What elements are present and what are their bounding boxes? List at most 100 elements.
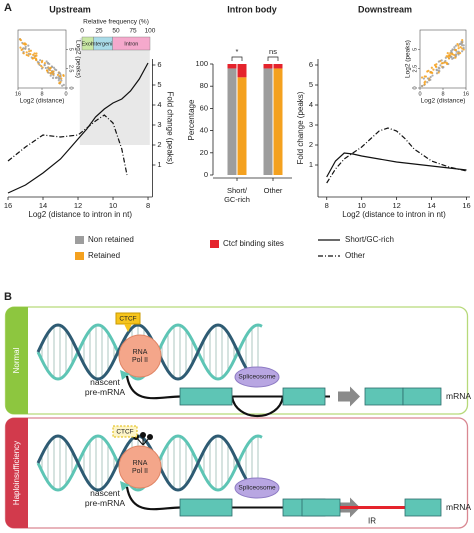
exon xyxy=(179,498,233,517)
chart-title: Intron body xyxy=(227,4,277,14)
inset-point xyxy=(447,57,451,60)
inset-point xyxy=(440,59,443,62)
inset-point xyxy=(27,52,30,55)
inset-point xyxy=(19,46,22,49)
inset-point xyxy=(443,61,446,64)
inset-point xyxy=(43,62,46,65)
bar xyxy=(273,68,283,175)
legend-label: Other xyxy=(345,251,365,260)
legend-label: Ctcf binding sites xyxy=(223,239,284,248)
chart-title: Upstream xyxy=(49,4,91,14)
condition-strip xyxy=(17,418,28,528)
inset-point xyxy=(429,78,432,81)
inset-point xyxy=(51,76,55,80)
x-tick-label: 12 xyxy=(392,201,400,210)
inset-point xyxy=(461,50,464,53)
inset-point xyxy=(40,64,43,68)
y-tick-label: 5 xyxy=(309,80,313,89)
inset-point xyxy=(455,50,458,53)
legend-label: Non retained xyxy=(88,235,134,244)
exon xyxy=(404,498,442,517)
significance-bracket xyxy=(267,56,279,61)
inset-point xyxy=(57,71,60,74)
series-line xyxy=(326,127,467,184)
frequency-tick-label: 0 xyxy=(80,28,84,35)
inset-point xyxy=(457,47,460,50)
y-tick-label: 5 xyxy=(157,80,161,89)
rna-pol xyxy=(118,334,162,378)
inset-point xyxy=(22,52,25,55)
y-tick-label: 1 xyxy=(309,160,313,169)
inset-point xyxy=(457,53,460,56)
y-axis-label: Percentage xyxy=(187,99,196,140)
inset-point xyxy=(458,43,461,46)
inset-point xyxy=(33,52,36,55)
inset-x-tick-label: 16 xyxy=(15,91,21,97)
inset-point xyxy=(52,70,55,73)
rna-pol-label: RNA Pol II xyxy=(132,349,148,364)
inset-point xyxy=(461,38,464,42)
legend-swatch xyxy=(210,240,219,248)
inset-point xyxy=(435,69,438,72)
arrow xyxy=(338,386,360,407)
x-tick-label: 10 xyxy=(358,201,366,210)
y-tick-label: 6 xyxy=(157,60,161,69)
legend-swatch xyxy=(75,252,84,260)
inset-point xyxy=(57,77,60,80)
inset-point xyxy=(27,48,31,51)
inset-point xyxy=(461,44,464,47)
inset-x-label: Log2 (distance) xyxy=(421,98,466,105)
significance-label: * xyxy=(236,47,239,56)
exon xyxy=(402,387,442,406)
inset-point xyxy=(451,48,454,51)
inset-point xyxy=(20,48,23,52)
inset-y-tick-label: 2.5 xyxy=(412,65,418,73)
pol-clamp xyxy=(120,481,130,491)
inset-point xyxy=(462,44,465,47)
frequency-tick-label: 75 xyxy=(129,28,137,35)
y-tick-label: 4 xyxy=(309,100,313,109)
spliceosome xyxy=(234,477,280,499)
exon xyxy=(179,387,233,406)
ctcf-label: CTCF xyxy=(119,316,136,323)
inset-point xyxy=(445,62,449,66)
x-axis-label: Log2 (distance to intron in nt) xyxy=(342,210,446,219)
inset-point xyxy=(34,54,37,57)
inset-y-label: Log2 (peaks) xyxy=(74,40,81,78)
inset-point xyxy=(429,75,432,79)
product-label: mRNA xyxy=(446,391,471,401)
inset-point xyxy=(460,40,463,44)
inset-point xyxy=(32,53,35,56)
inset-point xyxy=(441,66,444,69)
rna-pol-label: RNA Pol II xyxy=(132,460,148,475)
inset-point xyxy=(55,76,58,79)
inset-point xyxy=(29,49,33,52)
spliceosome xyxy=(234,366,280,388)
inset-y-tick-label: 0 xyxy=(412,86,418,89)
y-tick-label: 4 xyxy=(157,100,161,109)
methyl-dot xyxy=(140,432,146,438)
inset-point xyxy=(47,68,51,71)
x-tick-label: 8 xyxy=(146,201,150,210)
ctcf-stem xyxy=(124,324,132,332)
inset-point xyxy=(439,64,442,67)
inset-point xyxy=(457,44,460,47)
inset-point xyxy=(438,67,441,70)
inset-x-label: Log2 (distance) xyxy=(20,98,65,105)
y-tick-label: 2 xyxy=(309,140,313,149)
y-tick-label: 3 xyxy=(309,120,313,129)
inset-x-tick-label: 16 xyxy=(463,91,469,97)
panel-label: A xyxy=(4,2,12,14)
y-tick-label: 100 xyxy=(195,59,208,68)
inset-point xyxy=(24,47,27,50)
x-tick-label: 8 xyxy=(325,201,329,210)
inset-point xyxy=(35,52,38,55)
bar-ctcf xyxy=(273,64,283,69)
panel-label: B xyxy=(4,291,12,303)
significance-bracket xyxy=(231,56,243,61)
inset-point xyxy=(39,59,42,62)
exon xyxy=(301,498,341,517)
transcript-label: nascent pre-mRNA xyxy=(85,377,125,397)
inset-point xyxy=(454,56,457,59)
